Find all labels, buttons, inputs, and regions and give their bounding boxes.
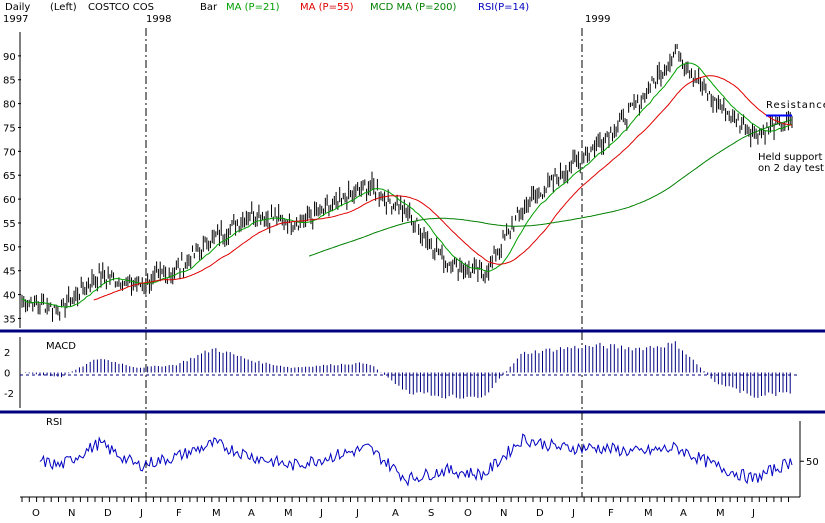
x-tick-label: M <box>644 508 653 519</box>
price-bars <box>21 43 793 322</box>
x-tick-label: J <box>571 508 575 519</box>
price-ytick-60: 60 <box>3 195 16 206</box>
price-ytick-80: 80 <box>3 100 16 111</box>
x-tick-label: F <box>608 508 614 519</box>
price-ytick-75: 75 <box>3 123 16 134</box>
header-symbol: COSTCO COS <box>88 2 154 13</box>
rsi-line <box>39 433 793 487</box>
x-tick-label: J <box>751 508 755 519</box>
x-tick-label: J <box>319 508 323 519</box>
rsi-ytick-50: 50 <box>806 457 819 468</box>
x-tick-label: A <box>248 508 255 519</box>
price-ytick-70: 70 <box>3 147 16 158</box>
x-tick-label: A <box>680 508 687 519</box>
header-ma55: MA (P=55) <box>300 2 354 13</box>
price-ytick-55: 55 <box>3 219 16 230</box>
macd-histogram <box>25 341 791 399</box>
price-y-axis: 35 40 45 50 55 60 65 70 75 80 85 90 <box>3 32 21 328</box>
support-label-line1: Held support <box>758 152 822 163</box>
header-ma21: MA (P=21) <box>226 2 280 13</box>
ma55-line <box>93 75 793 301</box>
x-tick-label: N <box>68 508 75 519</box>
x-tick-label: M <box>284 508 293 519</box>
rsi-y-axis: 50 <box>800 457 819 468</box>
price-ytick-35: 35 <box>3 314 16 325</box>
header-period: Daily <box>5 2 30 13</box>
year-label-1998: 1998 <box>146 14 171 25</box>
x-tick-label: S <box>428 508 434 519</box>
ma21-line <box>21 62 793 308</box>
x-tick-label: J <box>139 508 143 519</box>
header-ma200: MCD MA (P=200) <box>370 2 457 13</box>
x-tick-label: D <box>536 508 544 519</box>
price-ytick-85: 85 <box>3 76 16 87</box>
x-tick-label: F <box>176 508 182 519</box>
x-tick-label: A <box>392 508 399 519</box>
macd-ytick--2: -2 <box>4 389 14 400</box>
support-label-line2: on 2 day test <box>758 163 824 174</box>
price-ytick-45: 45 <box>3 267 16 278</box>
header-rsi: RSI(P=14) <box>478 2 529 13</box>
x-tick-label: D <box>104 508 112 519</box>
price-ytick-90: 90 <box>3 52 16 63</box>
resistance-label: Resistance <box>766 100 825 111</box>
x-tick-label: O <box>464 508 472 519</box>
year-label-1999: 1999 <box>585 14 610 25</box>
macd-ytick-2: 2 <box>4 348 10 359</box>
macd-title: MACD <box>46 341 76 352</box>
price-ytick-50: 50 <box>3 243 16 254</box>
header-style: Bar <box>200 2 218 13</box>
x-tick-label: M <box>716 508 725 519</box>
header-scale: (Left) <box>50 2 77 13</box>
macd-ytick-0: 0 <box>4 369 10 380</box>
year-label-1997: 1997 <box>3 14 28 25</box>
x-tick-label: M <box>212 508 221 519</box>
macd-y-axis: 2 0 -2 <box>4 337 21 408</box>
ma200-line <box>309 119 793 257</box>
price-ytick-40: 40 <box>3 291 16 302</box>
rsi-title: RSI <box>46 417 62 428</box>
price-ytick-65: 65 <box>3 171 16 182</box>
x-tick-label: O <box>32 508 40 519</box>
x-tick-label: J <box>355 508 359 519</box>
x-tick-label: N <box>500 508 507 519</box>
